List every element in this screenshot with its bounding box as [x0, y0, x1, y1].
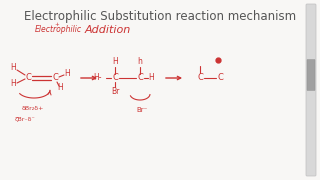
- Text: δBr₂δ+: δBr₂δ+: [22, 105, 44, 111]
- Text: H: H: [148, 73, 154, 82]
- Text: Br: Br: [111, 87, 119, 96]
- FancyBboxPatch shape: [307, 60, 315, 91]
- Text: C: C: [217, 73, 223, 82]
- FancyBboxPatch shape: [306, 4, 316, 176]
- Text: H: H: [57, 84, 63, 93]
- Text: Br⁻: Br⁻: [136, 107, 148, 113]
- Text: H: H: [10, 64, 16, 73]
- Text: C: C: [25, 73, 31, 82]
- Text: Electrophilic Substitution reaction mechanism: Electrophilic Substitution reaction mech…: [24, 10, 296, 23]
- Text: H-: H-: [93, 73, 102, 82]
- Text: C: C: [112, 73, 118, 82]
- Text: H: H: [112, 57, 118, 66]
- Text: H: H: [64, 69, 70, 78]
- Text: C: C: [52, 73, 58, 82]
- Text: Addition: Addition: [85, 25, 131, 35]
- Text: +: +: [55, 21, 60, 26]
- Text: H: H: [10, 80, 16, 89]
- Text: ζBr₋δ⁻: ζBr₋δ⁻: [15, 118, 36, 123]
- Text: h: h: [138, 57, 142, 66]
- Text: C: C: [197, 73, 203, 82]
- Text: Electrophilic: Electrophilic: [35, 26, 82, 35]
- Text: C: C: [137, 73, 143, 82]
